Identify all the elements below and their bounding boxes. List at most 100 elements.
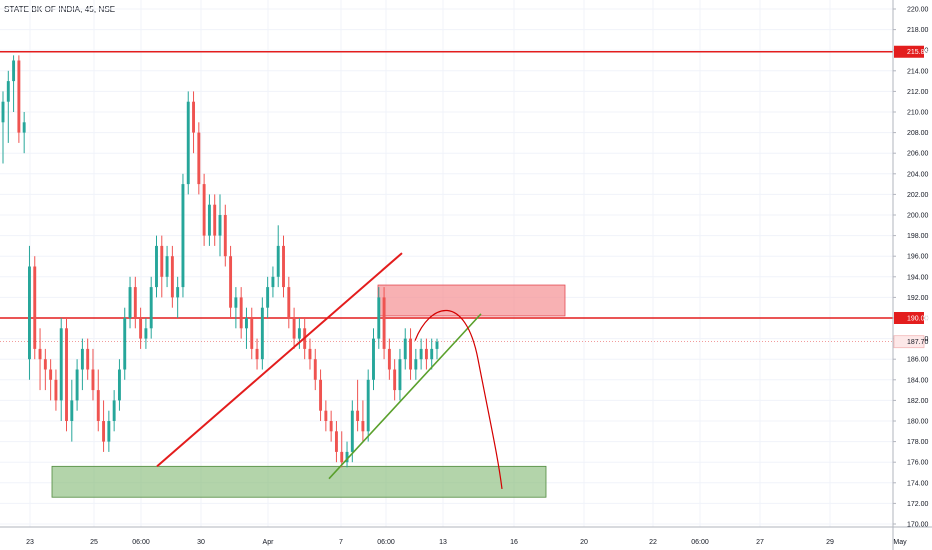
candle-body xyxy=(165,256,169,277)
x-tick-label: May xyxy=(893,539,907,546)
candle-body xyxy=(6,81,10,102)
candle-body xyxy=(255,348,259,360)
candle-body xyxy=(287,287,291,318)
support-zone xyxy=(51,465,547,498)
candle-body xyxy=(329,421,333,432)
x-tick-label: 27 xyxy=(756,539,764,546)
candle-body xyxy=(43,359,47,370)
candle-body xyxy=(96,390,100,421)
candle-body xyxy=(139,318,143,339)
y-tick-label: 184.00 xyxy=(907,377,929,384)
candle-body xyxy=(292,318,296,339)
y-tick-label: 212.00 xyxy=(907,89,929,96)
candle-body xyxy=(324,410,328,421)
candle-body xyxy=(133,287,137,318)
candle-body xyxy=(308,348,312,360)
candle-body xyxy=(398,359,402,391)
candle-body xyxy=(282,245,285,288)
y-tick-label: 208.00 xyxy=(907,130,929,137)
y-tick-label: 196.00 xyxy=(907,254,929,261)
candle-body xyxy=(17,60,21,133)
candle-body xyxy=(350,410,354,452)
candle-body xyxy=(207,204,211,236)
y-tick-label: 170.00 xyxy=(907,522,929,529)
candle-body xyxy=(186,101,190,185)
y-tick-label: 172.00 xyxy=(907,501,929,508)
y-tick-label: 206.00 xyxy=(907,151,929,158)
candle-body xyxy=(128,287,132,318)
candle-body xyxy=(1,101,5,123)
candle-body xyxy=(107,421,111,442)
y-tick-label: 182.00 xyxy=(907,398,929,405)
candle-body xyxy=(12,60,16,82)
candle-body xyxy=(59,328,63,401)
candle-body xyxy=(276,245,280,277)
candle-body xyxy=(345,451,349,463)
red-trendline xyxy=(156,252,403,468)
y-tick-label: 178.00 xyxy=(907,439,929,446)
candle-body xyxy=(86,348,90,370)
candle-body xyxy=(218,215,222,236)
candle-body xyxy=(33,266,37,349)
candle-body xyxy=(22,122,26,133)
candle-body xyxy=(319,379,323,411)
candle-body xyxy=(271,276,275,288)
y-tick-label: 210.00 xyxy=(907,110,929,117)
candle-body xyxy=(419,348,423,360)
candle-body xyxy=(155,245,158,288)
candle-body xyxy=(393,369,397,391)
candle-body xyxy=(372,338,375,380)
y-tick-label: 202.00 xyxy=(907,192,929,199)
candle-body xyxy=(366,379,370,432)
candle-body xyxy=(245,318,248,329)
y-tick-label: 218.00 xyxy=(907,27,929,34)
candle-body xyxy=(409,338,412,370)
candle-body xyxy=(334,431,338,452)
candle-body xyxy=(424,348,428,360)
price-level-badge-label: 190.00 xyxy=(907,316,929,323)
y-tick-label: 200.00 xyxy=(907,213,929,220)
green-trendline xyxy=(328,313,482,480)
candle-body xyxy=(223,215,227,257)
y-tick-label: 186.00 xyxy=(907,357,929,364)
x-tick-label: 7 xyxy=(339,539,343,546)
candle-body xyxy=(239,297,243,329)
candle-body xyxy=(38,348,42,360)
x-tick-label: Apr xyxy=(263,539,275,546)
x-tick-label: 13 xyxy=(439,539,447,546)
candle-body xyxy=(49,369,53,380)
candle-body xyxy=(250,318,254,349)
candle-body xyxy=(28,266,31,360)
candle-body xyxy=(123,318,127,370)
candle-body xyxy=(192,101,195,133)
candle-body xyxy=(54,379,58,401)
candle-body xyxy=(430,348,434,360)
candle-body xyxy=(414,359,418,370)
price-level-badge-label: 215.85 xyxy=(907,49,929,56)
candle-body xyxy=(229,256,233,308)
resistance-zone xyxy=(377,284,566,317)
candle-body xyxy=(361,421,365,432)
candle-body xyxy=(313,359,317,380)
y-tick-label: 176.00 xyxy=(907,460,929,467)
candle-body xyxy=(181,184,185,288)
candle-body xyxy=(260,307,264,360)
y-tick-label: 194.00 xyxy=(907,274,929,281)
x-tick-label: 25 xyxy=(90,539,98,546)
candle-body xyxy=(297,328,301,339)
x-tick-label: 20 xyxy=(580,539,588,546)
candle-body xyxy=(435,341,439,349)
candle-body xyxy=(144,328,148,339)
candle-body xyxy=(102,421,106,442)
last-price-badge-label: 187.70 xyxy=(907,339,929,346)
price-level-badge xyxy=(894,312,924,324)
candle-body xyxy=(403,338,407,360)
candle-body xyxy=(340,451,344,463)
candle-body xyxy=(234,297,238,308)
candle-body xyxy=(382,297,386,349)
candle-body xyxy=(160,245,164,277)
y-tick-label: 174.00 xyxy=(907,480,929,487)
x-tick-label: 23 xyxy=(26,539,34,546)
candle-body xyxy=(75,369,79,401)
